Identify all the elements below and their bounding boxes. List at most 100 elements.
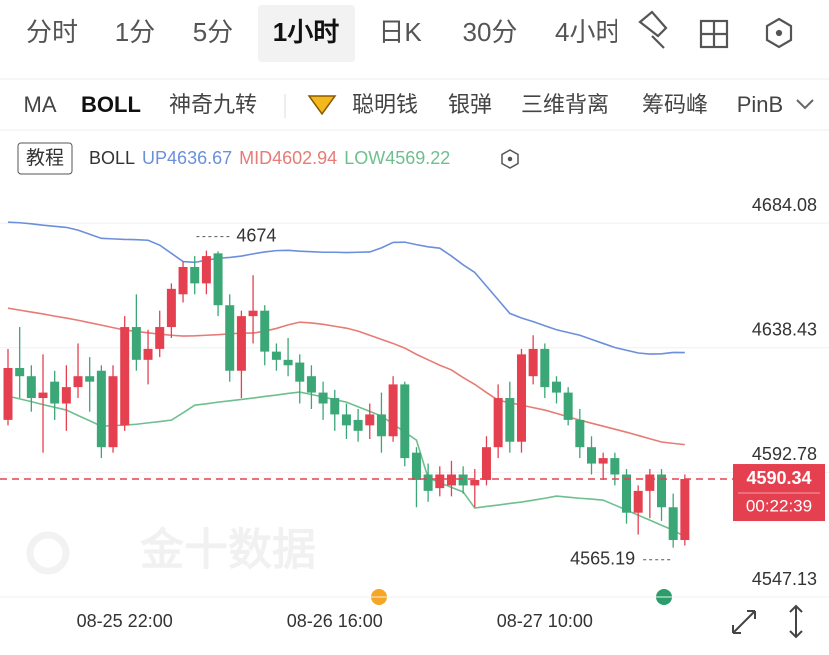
scale-icon[interactable]	[789, 604, 803, 639]
y-tick-label: 4638.43	[752, 319, 817, 339]
tab[interactable]: 日K	[378, 17, 422, 47]
indicator[interactable]: 筹码峰	[642, 92, 708, 117]
candle-body	[388, 384, 398, 437]
candle-body	[85, 376, 95, 382]
candle-body	[108, 376, 118, 448]
y-tick-label: 4684.08	[752, 195, 817, 215]
x-tick-label: 08-25 22:00	[77, 611, 173, 631]
candle-body	[435, 474, 445, 489]
candle-body	[587, 447, 596, 464]
layout-icon[interactable]	[699, 19, 729, 49]
candle-body	[470, 479, 480, 486]
band-name: UP	[142, 148, 167, 168]
candle-body	[400, 384, 410, 459]
candle-body	[493, 398, 503, 448]
candle-body	[38, 392, 48, 399]
y-tick-label: 4547.13	[752, 569, 817, 589]
candle-body	[516, 354, 526, 442]
countdown: 00:22:39	[746, 497, 812, 516]
tab[interactable]: 30分	[463, 17, 518, 47]
indicator[interactable]: 三维背离	[521, 92, 609, 117]
fullscreen-icon[interactable]	[732, 610, 756, 634]
draw-icon[interactable]	[638, 10, 668, 49]
indicator[interactable]: BOLL	[81, 92, 141, 117]
watermark-logo	[26, 531, 70, 575]
candle-body	[120, 327, 130, 426]
candle-body	[260, 310, 270, 352]
band-line	[7, 221, 685, 355]
candle-body	[645, 474, 655, 491]
candle-body	[540, 348, 550, 388]
tab-clip: 4小时	[555, 17, 621, 47]
price-box	[733, 464, 825, 522]
candle-body	[563, 392, 573, 420]
candle-body	[318, 392, 328, 404]
candle-body	[365, 414, 375, 426]
indicator-header: BOLL UP4636.67 MID4602.94 LOW4569.22	[89, 148, 450, 168]
plot	[3, 221, 690, 548]
candle-body	[15, 368, 25, 377]
candle-body	[190, 266, 200, 284]
candle-body	[458, 474, 468, 486]
price-label: 4590.34	[746, 468, 811, 488]
header-settings-icon[interactable]	[501, 149, 519, 169]
candle-body	[61, 387, 71, 404]
candle-body	[201, 256, 211, 284]
tab[interactable]: 5分	[193, 17, 233, 47]
indicator[interactable]: PinB	[737, 92, 783, 117]
tab[interactable]: 1分	[115, 17, 155, 47]
candle-body	[505, 398, 515, 442]
candle-body	[166, 288, 176, 328]
chevron[interactable]	[796, 99, 814, 110]
band-value: 4602.94	[272, 148, 337, 168]
indicator[interactable]: MA	[24, 92, 57, 117]
indicator[interactable]: 聪明钱	[352, 92, 418, 117]
x-tick-label: 08-26 16:00	[287, 611, 383, 631]
candle-body	[446, 474, 456, 486]
candle-body	[271, 351, 281, 360]
candle-body	[341, 414, 351, 426]
candle-body	[306, 376, 316, 393]
x-tick-label: 08-27 10:00	[497, 611, 593, 631]
candle-body	[213, 253, 223, 306]
candle-body	[26, 376, 36, 399]
band-name: LOW	[344, 148, 385, 168]
candle-body	[610, 458, 620, 475]
candle-body	[633, 490, 643, 513]
band-value: 4569.22	[385, 148, 450, 168]
tab[interactable]: 1小时	[273, 17, 339, 47]
indicator[interactable]: 神奇九转	[169, 92, 257, 117]
tab[interactable]: 4小时	[555, 17, 621, 47]
candle-body	[575, 419, 585, 448]
tab-selected-bg	[258, 5, 355, 62]
indicator[interactable]: 银弹	[448, 92, 492, 117]
candle-body	[131, 327, 141, 360]
band-name: MID	[239, 148, 272, 168]
candle-body	[622, 474, 632, 513]
tutorial-label[interactable]: 教程	[26, 147, 64, 169]
candle-body	[376, 414, 386, 437]
band-value: 4636.67	[167, 148, 232, 168]
candle-body	[283, 359, 293, 366]
settings-icon[interactable]	[765, 17, 793, 49]
y-tick-label: 4592.78	[752, 444, 817, 464]
candle-body	[236, 316, 246, 371]
candle-body	[423, 474, 433, 491]
diamond-icon	[307, 95, 337, 116]
tutorial-button[interactable]	[17, 142, 73, 175]
candle-body	[680, 479, 690, 541]
candle-body	[411, 452, 421, 480]
candle-body	[353, 419, 363, 431]
candle-body	[96, 370, 106, 448]
candle-body	[143, 348, 153, 360]
candle-body	[50, 381, 60, 404]
watermark: 金十数据	[139, 526, 316, 575]
candle-body	[155, 327, 165, 349]
tab[interactable]: 分时	[26, 17, 78, 47]
candle-body	[598, 458, 608, 464]
high-label: 4674	[236, 225, 276, 245]
candle-body	[295, 362, 305, 382]
candle-body	[330, 398, 340, 415]
candle-body	[73, 376, 83, 388]
